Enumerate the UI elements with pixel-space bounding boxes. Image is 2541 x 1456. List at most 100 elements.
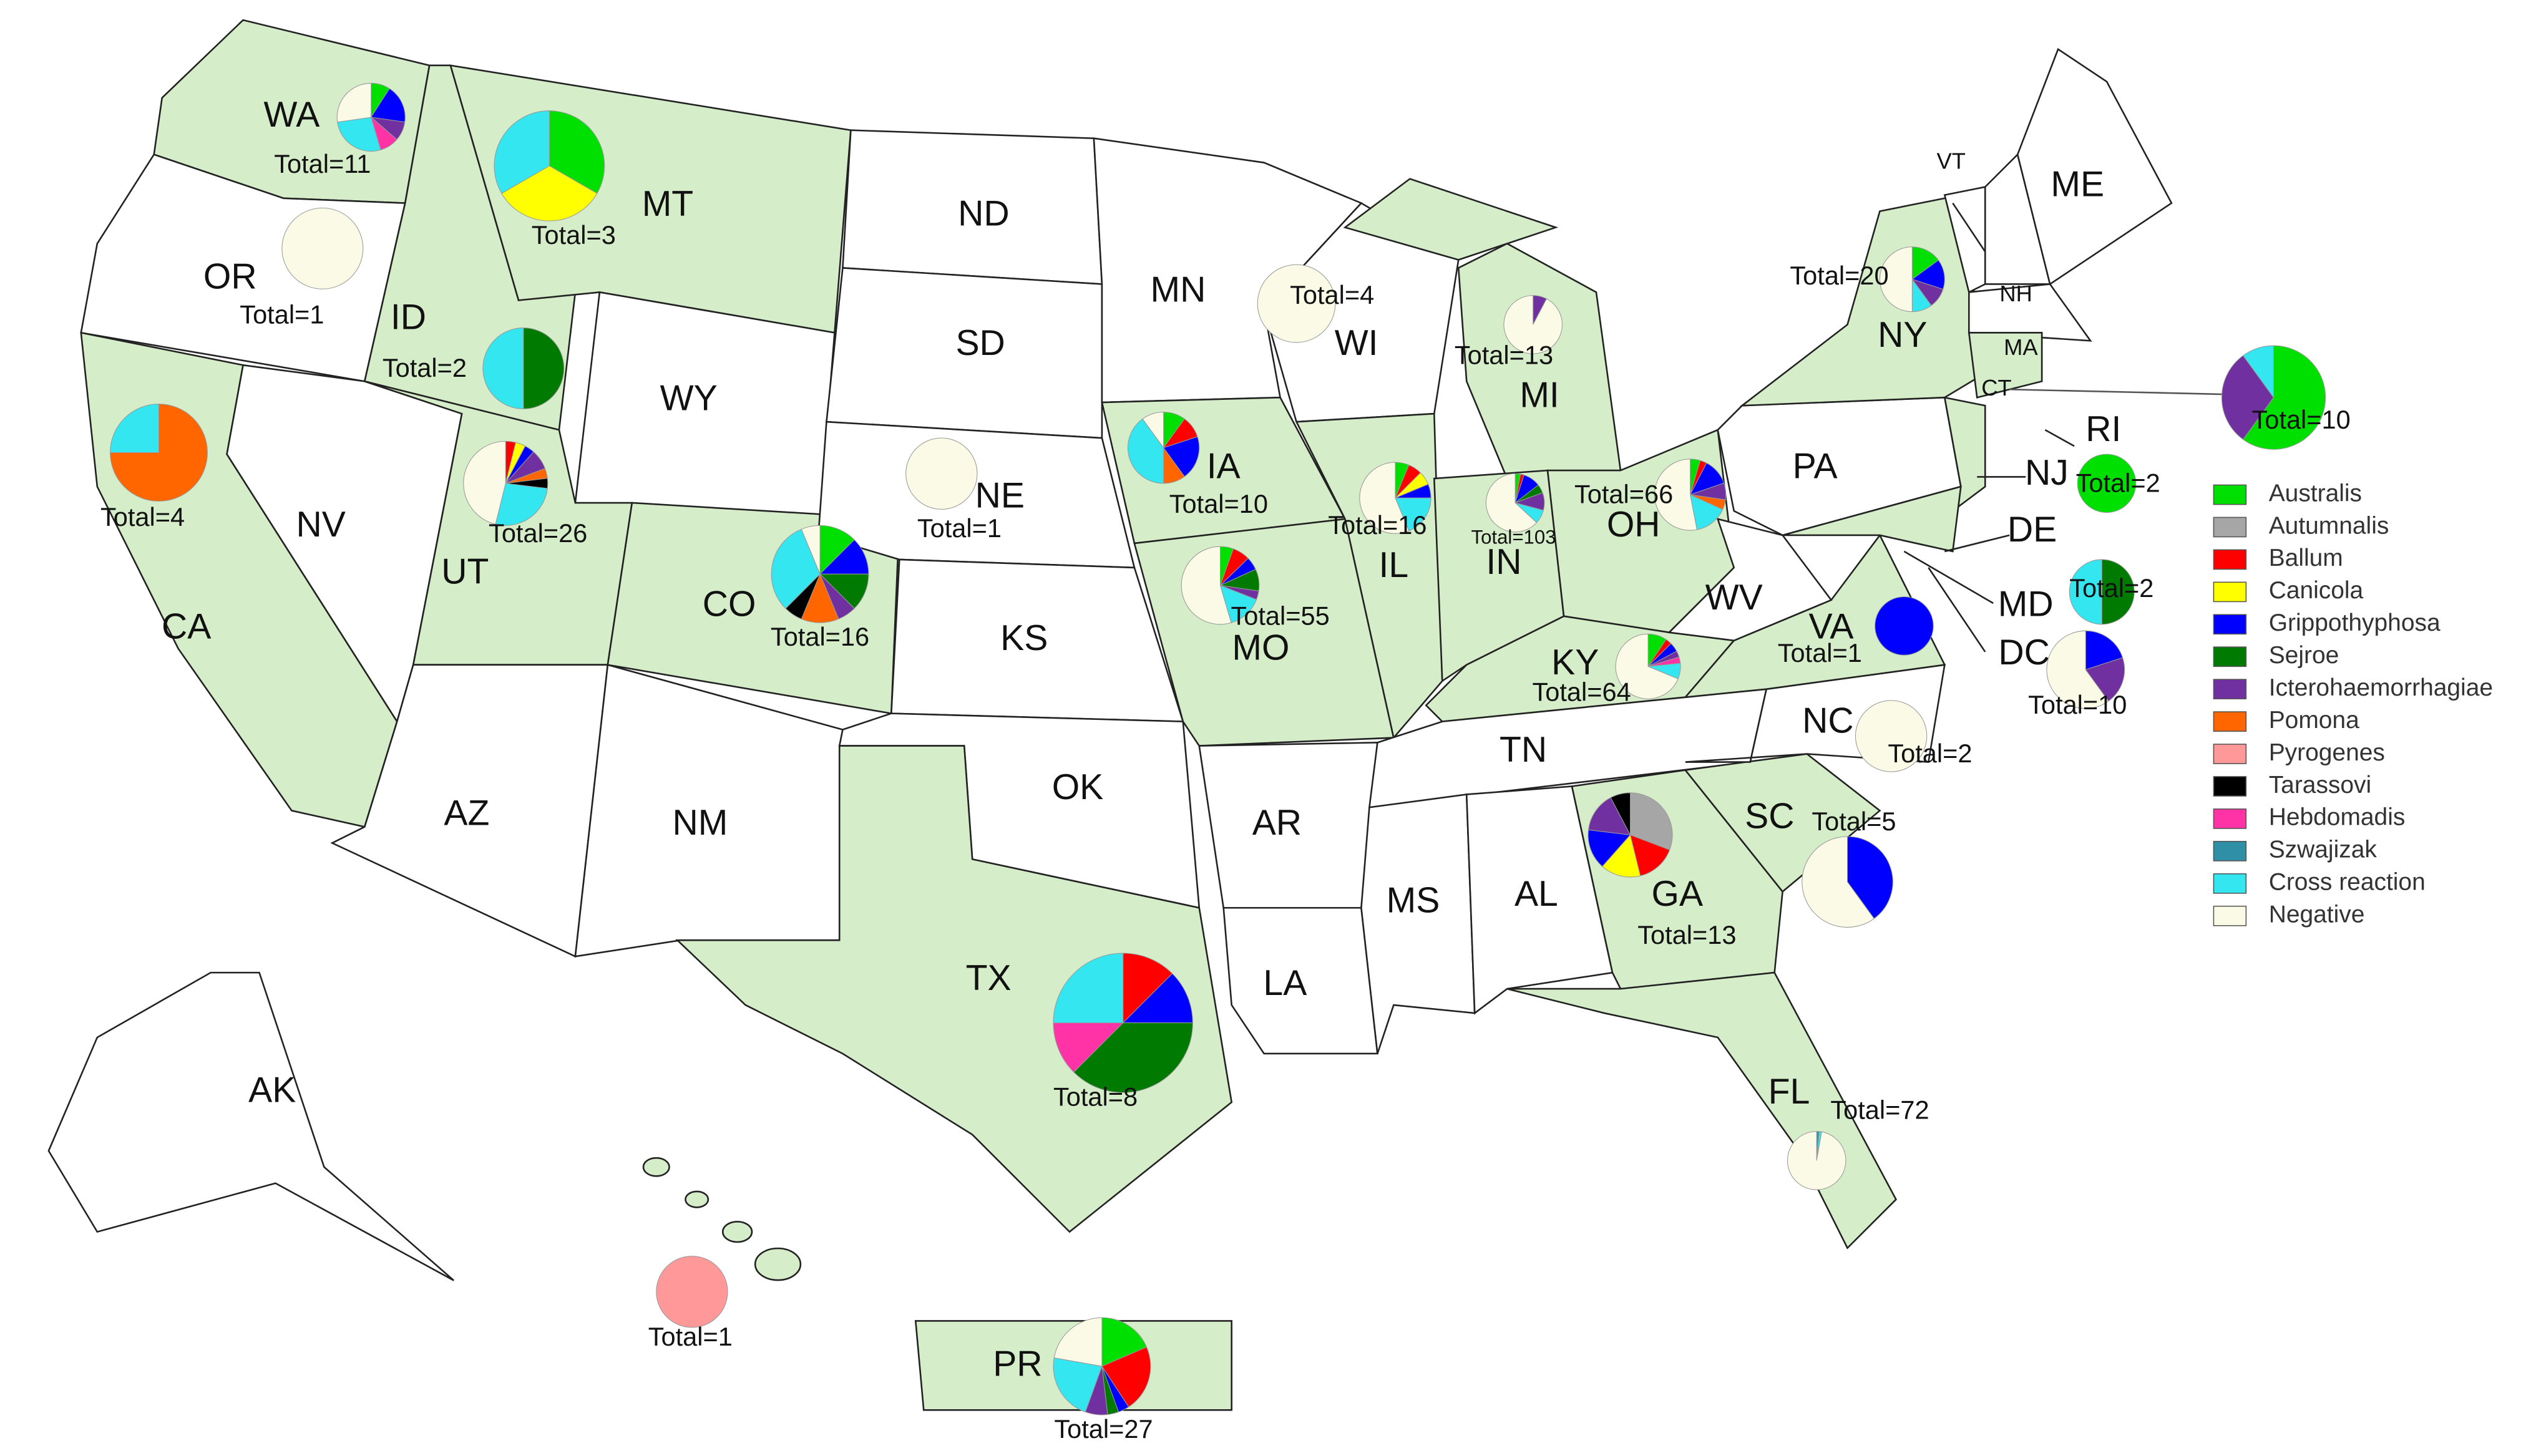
pie-total-label: Total=20 bbox=[1790, 261, 1888, 290]
island bbox=[642, 1157, 670, 1177]
legend-label: Grippothyphosa bbox=[2269, 609, 2441, 636]
pie-slice bbox=[1911, 246, 1939, 280]
state-label: VA bbox=[1809, 607, 1854, 647]
state-label: CA bbox=[162, 607, 211, 647]
pie-total-label: Total=64 bbox=[1532, 677, 1631, 706]
state-shape bbox=[1343, 178, 1559, 261]
pie-slice bbox=[1588, 829, 1631, 867]
pie-slice bbox=[1101, 1346, 1151, 1408]
pie-total-label: Total=10 bbox=[2028, 690, 2127, 719]
pie-total-label: Total=2 bbox=[2076, 468, 2160, 497]
state-label: OR bbox=[203, 257, 257, 297]
pie-slice bbox=[1163, 436, 1200, 477]
pie-total-label: Total=16 bbox=[1328, 510, 1427, 540]
pie-slice bbox=[1879, 246, 1913, 313]
state-label: TX bbox=[966, 958, 1012, 998]
pie-slice bbox=[2077, 454, 2137, 513]
pie-total-label: Total=13 bbox=[1637, 920, 1736, 949]
state-label: NJ bbox=[2025, 453, 2069, 493]
legend-swatch bbox=[2213, 614, 2247, 635]
pie-slice bbox=[1128, 418, 1164, 484]
leader-line bbox=[2044, 429, 2075, 447]
state-shape bbox=[2016, 47, 2173, 286]
state-label: WA bbox=[263, 95, 319, 135]
state-label: LA bbox=[1263, 963, 1307, 1003]
legend-swatch bbox=[2213, 744, 2247, 764]
pie-total-label: Total=10 bbox=[1169, 489, 1268, 518]
pie-slice bbox=[1219, 585, 1257, 623]
pie-slice bbox=[337, 117, 381, 152]
legend-label: Pyrogenes bbox=[2269, 739, 2385, 766]
state-label: CO bbox=[703, 584, 756, 624]
pie-slice bbox=[801, 525, 821, 575]
state-shape bbox=[1943, 396, 1986, 513]
legend-label: Pomona bbox=[2269, 707, 2359, 734]
pie-slice bbox=[1855, 700, 1928, 772]
state-shape bbox=[1968, 332, 2043, 399]
island bbox=[754, 1247, 802, 1281]
pie-total-label: Total=55 bbox=[1231, 601, 1329, 630]
state-label: MS bbox=[1387, 881, 1440, 921]
pie-total-label: Total=2 bbox=[2069, 573, 2153, 603]
pie-slice bbox=[1053, 1317, 1103, 1367]
pie-slice bbox=[1588, 797, 1631, 836]
pie-total-label: Total=1 bbox=[648, 1322, 733, 1351]
pie-slice bbox=[771, 528, 821, 609]
legend-swatch bbox=[2213, 679, 2247, 700]
pie-slice bbox=[1359, 462, 1410, 534]
pie-slice bbox=[819, 539, 869, 575]
state-label: NE bbox=[975, 475, 1025, 515]
pie-slice bbox=[1395, 497, 1431, 531]
state-label: MI bbox=[1519, 375, 1559, 415]
pie-slice bbox=[2085, 657, 2125, 702]
state-label: WY bbox=[660, 379, 718, 419]
pie-slice bbox=[1053, 1022, 1124, 1073]
state-label: AR bbox=[1252, 803, 1302, 843]
pie-slice bbox=[1485, 473, 1538, 533]
legend-label: Ballum bbox=[2269, 545, 2343, 571]
pie-total-label: Total=8 bbox=[1053, 1082, 1138, 1112]
state-label: DE bbox=[2007, 510, 2057, 550]
legend-label: Canicola bbox=[2269, 577, 2364, 604]
pie-total-label: Total=103 bbox=[1471, 526, 1556, 548]
state-shape bbox=[1968, 283, 2092, 342]
legend-swatch bbox=[2213, 905, 2247, 926]
legend-swatch bbox=[2213, 873, 2247, 894]
state-shape bbox=[1093, 137, 1363, 404]
state-label: ID bbox=[391, 298, 426, 337]
pie-total-label: Total=10 bbox=[2252, 405, 2351, 434]
leader-line bbox=[2009, 388, 2224, 396]
state-label: NH bbox=[1999, 281, 2032, 306]
pie-slice bbox=[2085, 630, 2124, 671]
pie-total-label: Total=2 bbox=[1888, 739, 1972, 768]
state-label: AK bbox=[248, 1070, 296, 1110]
pie-total-label: Total=3 bbox=[532, 220, 616, 250]
legend-label: Hebdomadis bbox=[2269, 804, 2406, 831]
pie-slice bbox=[1615, 633, 1679, 699]
state-shape bbox=[47, 971, 454, 1281]
pie-slice bbox=[1846, 836, 1893, 920]
state-label: MA bbox=[2004, 334, 2038, 360]
pie-slice bbox=[482, 328, 524, 409]
state-label: IN bbox=[1486, 542, 1521, 582]
state-label: SD bbox=[955, 323, 1005, 363]
state-label: NM bbox=[672, 803, 728, 843]
state-label: DC bbox=[1998, 633, 2050, 672]
state-label: AZ bbox=[444, 793, 489, 833]
pie-slice bbox=[1101, 1317, 1148, 1367]
pie-total-label: Total=66 bbox=[1574, 480, 1673, 509]
pie-slice bbox=[494, 110, 550, 194]
state-label: RI bbox=[2085, 409, 2121, 449]
pie-total-label: Total=13 bbox=[1455, 340, 1553, 369]
state-shape bbox=[675, 745, 1233, 1233]
state-label: MD bbox=[1998, 584, 2054, 624]
pie-slice bbox=[1257, 264, 1336, 343]
island bbox=[721, 1220, 753, 1243]
pie-total-label: Total=11 bbox=[274, 149, 371, 178]
pie-slice bbox=[549, 110, 605, 194]
pie-slice bbox=[1654, 459, 1698, 531]
pie-slice bbox=[1122, 973, 1193, 1024]
leader-line bbox=[1903, 550, 1994, 604]
pie-slice bbox=[1123, 953, 1173, 1024]
